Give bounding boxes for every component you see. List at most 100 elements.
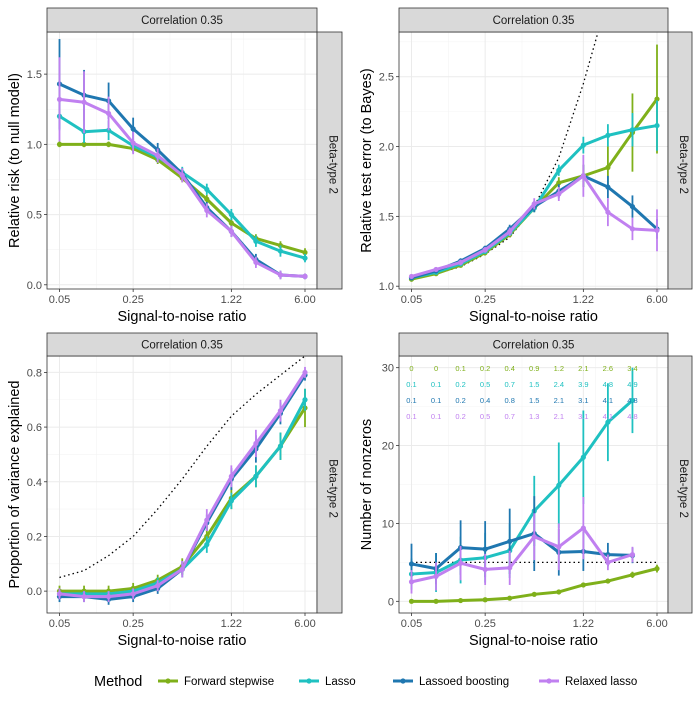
data-point <box>507 538 513 544</box>
data-point <box>556 167 562 173</box>
data-point <box>580 454 586 460</box>
annotation-label: 3.1 <box>578 412 588 421</box>
data-point <box>629 203 636 210</box>
data-point <box>433 598 439 604</box>
x-tick-label: 0.25 <box>122 618 143 630</box>
data-point <box>556 180 562 186</box>
data-point <box>277 443 284 449</box>
data-point <box>155 583 161 589</box>
x-tick-label: 6.00 <box>646 618 667 630</box>
legend-key-point <box>546 678 552 684</box>
data-point <box>605 209 611 215</box>
annotation-label: 0 <box>409 364 413 373</box>
x-axis-title: Signal-to-noise ratio <box>469 309 598 325</box>
y-axis-title: Proportion of variance explained <box>7 381 23 589</box>
strip-right <box>316 31 343 290</box>
annotation-label: 2.6 <box>603 364 613 373</box>
data-point <box>228 473 234 479</box>
y-axis-title: Relative risk (to null model) <box>7 73 23 248</box>
panel-4: 0 10 20 30 0.05 0.25 1.22 6.00 0 0 0.1 0.2 0.4 0.9 1.2… <box>359 332 693 649</box>
data-point <box>302 273 308 279</box>
y-axis-title: Relative test error (to Bayes) <box>359 68 375 253</box>
y-tick-label: 1.5 <box>379 211 394 223</box>
panel-2: 1.0 1.5 2.0 2.5 0.05 0.25 1.22 6.00 Correlation … <box>359 7 693 325</box>
annotation-label: 0.2 <box>455 412 465 421</box>
data-point <box>408 598 415 604</box>
data-point <box>458 259 464 266</box>
data-point <box>302 369 308 376</box>
data-point <box>654 122 660 129</box>
y-tick-label: 2.0 <box>379 142 394 154</box>
data-point <box>580 525 586 531</box>
series-forward-stepwise <box>408 564 660 604</box>
strip-top-label: Correlation 0.35 <box>141 15 223 27</box>
legend-entry-relaxed-lasso: Relaxed lasso <box>539 676 637 688</box>
x-tick-label: 0.05 <box>401 294 422 306</box>
annotation-label: 0.1 <box>431 396 441 405</box>
panel-1: 0.0 0.5 1.0 1.5 0.05 0.25 1.22 6.00 Correlation … <box>7 7 343 325</box>
y-tick-label: 0 <box>388 596 394 608</box>
annotation-label: 0.1 <box>455 364 465 373</box>
y-axis-title: Number of nonzeros <box>359 419 375 550</box>
y-tick-label: 1.0 <box>27 139 42 151</box>
annotation-label: 2.4 <box>554 380 564 389</box>
annotation-label: 2.1 <box>554 412 564 421</box>
y-tick-label: 0.4 <box>27 477 42 489</box>
strip-top <box>46 7 318 33</box>
reference-curve <box>59 355 306 579</box>
data-point <box>302 397 308 403</box>
data-point <box>130 140 136 146</box>
data-point <box>580 173 586 179</box>
x-tick-label: 6.00 <box>294 294 315 306</box>
x-tick-label: 1.22 <box>221 618 242 630</box>
data-point <box>507 565 513 571</box>
data-point <box>106 593 112 600</box>
series-relaxed-lasso <box>56 57 308 280</box>
annotation-label: 4.8 <box>603 380 613 389</box>
x-tick-label: 6.00 <box>646 294 667 306</box>
data-point <box>204 542 210 548</box>
data-point <box>228 211 234 218</box>
strip-top <box>398 7 669 33</box>
data-point <box>556 589 562 595</box>
data-point <box>204 517 210 523</box>
x-axis-title: Signal-to-noise ratio <box>118 633 247 649</box>
data-point <box>507 229 513 235</box>
data-point <box>605 559 611 565</box>
legend-label: Lasso <box>325 676 356 688</box>
annotation-label: 3.4 <box>627 364 637 373</box>
strip-top-label: Correlation 0.35 <box>493 340 575 352</box>
data-point <box>654 96 660 102</box>
annotation-label: 2.1 <box>578 364 588 373</box>
data-point <box>580 142 586 148</box>
data-point <box>433 573 439 579</box>
data-point <box>556 191 562 197</box>
data-point <box>155 152 161 159</box>
y-tick-label: 10 <box>382 518 394 530</box>
annotation-label: 0.1 <box>406 380 416 389</box>
data-point <box>106 110 112 117</box>
data-point <box>302 255 308 261</box>
x-tick-label: 0.25 <box>474 294 495 306</box>
data-point <box>629 397 636 403</box>
data-point <box>228 498 234 504</box>
strip-top <box>46 332 318 357</box>
legend-entry-lasso: Lasso <box>299 676 356 688</box>
annotation-label: 1.5 <box>529 396 539 405</box>
annotation-label: 1.5 <box>529 380 539 389</box>
data-point <box>556 544 562 550</box>
data-point <box>629 226 636 232</box>
annotation-label: 1.2 <box>554 364 564 373</box>
strip-right-label: Beta-type 2 <box>677 459 689 518</box>
x-tick-label: 1.22 <box>573 294 594 306</box>
legend-key-point <box>400 678 406 684</box>
data-point <box>605 184 611 190</box>
strip-top <box>398 332 669 357</box>
annotation-label: 0.4 <box>504 364 514 373</box>
x-tick-label: 1.22 <box>573 618 594 630</box>
data-point <box>253 238 259 244</box>
annotation-label: 0.2 <box>455 396 465 405</box>
annotation-label: 0.9 <box>529 364 539 373</box>
y-tick-label: 0.8 <box>27 367 42 379</box>
